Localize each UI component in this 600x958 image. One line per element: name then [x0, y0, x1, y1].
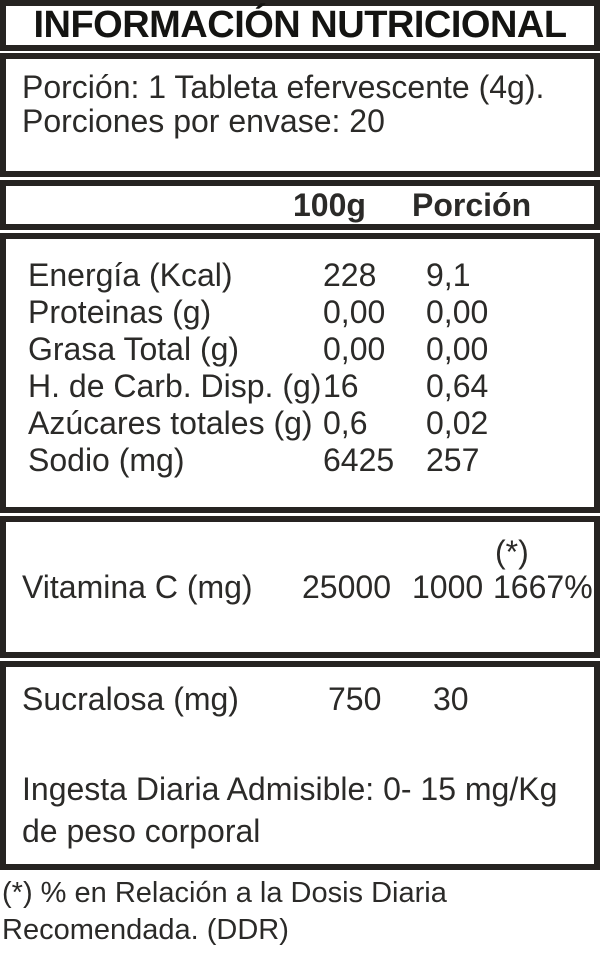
table-row-sodio: Sodio (mg) 6425 257	[28, 442, 594, 479]
sucralosa-name: Sucralosa (mg)	[22, 681, 239, 717]
sweetener-box: Sucralosa (mg) 750 30 Ingesta Diaria Adm…	[0, 661, 600, 870]
column-header-box: 100g Porción	[0, 180, 600, 230]
nutrient-per-100g: 16	[323, 368, 359, 404]
nutrients-table: Energía (Kcal) 228 9,1 Proteinas (g) 0,0…	[0, 233, 600, 513]
sucralosa-per-100g: 750	[328, 681, 382, 717]
nutrient-per-portion: 0,00	[426, 331, 489, 367]
nutrient-name: H. de Carb. Disp. (g)	[28, 368, 322, 404]
ddr-footnote-line2: Recomendada. (DDR)	[2, 914, 289, 946]
vitamin-c-ddr-percent: 1667%	[493, 569, 593, 605]
nutrient-per-100g: 228	[323, 257, 377, 293]
sucralosa-per-portion: 30	[433, 681, 469, 717]
table-row-azucares: Azúcares totales (g) 0,6 0,02	[28, 405, 594, 442]
nutrient-name: Proteinas (g)	[28, 294, 212, 330]
vitamin-c-name: Vitamina C (mg)	[22, 569, 253, 605]
nutrient-name: Sodio (mg)	[28, 442, 185, 478]
serving-info-box: Porción: 1 Tableta efervescente (4g). Po…	[0, 53, 600, 177]
vitamin-c-box: Vitamina C (mg) 25000 1000 (*) 1667%	[0, 516, 600, 658]
nutrient-per-100g: 0,00	[323, 331, 386, 367]
nutrient-name: Grasa Total (g)	[28, 331, 240, 367]
servings-per-container-line: Porciones por envase: 20	[22, 103, 385, 139]
ddr-footnote: (*) % en Relación a la Dosis Diaria Reco…	[0, 875, 600, 949]
nutrient-name: Energía (Kcal)	[28, 257, 233, 293]
nutrient-per-portion: 0,00	[426, 294, 489, 330]
nutrient-name: Azúcares totales (g)	[28, 405, 313, 441]
ddr-asterisk-marker: (*)	[495, 534, 529, 570]
daily-intake-note: Ingesta Diaria Admisible: 0- 15 mg/Kg de…	[22, 768, 557, 852]
nutrient-per-100g: 0,00	[323, 294, 386, 330]
column-header-100g: 100g	[293, 187, 366, 223]
table-row-proteinas: Proteinas (g) 0,00 0,00	[28, 294, 594, 331]
table-row-energia: Energía (Kcal) 228 9,1	[28, 257, 594, 294]
nutrient-per-portion: 0,64	[426, 368, 489, 404]
ddr-footnote-line1: (*) % en Relación a la Dosis Diaria	[2, 877, 447, 909]
table-row-carbohidratos: H. de Carb. Disp. (g) 16 0,64	[28, 368, 594, 405]
vitamin-c-per-100g: 25000	[302, 569, 391, 605]
vitamin-c-per-portion: 1000	[412, 569, 484, 605]
serving-size-line: Porción: 1 Tableta efervescente (4g).	[22, 69, 545, 105]
column-header-portion: Porción	[412, 187, 532, 223]
label-title: INFORMACIÓN NUTRICIONAL	[33, 4, 567, 46]
nutrient-per-portion: 0,02	[426, 405, 489, 441]
nutrient-per-portion: 257	[426, 442, 480, 478]
daily-intake-line2: de peso corporal	[22, 813, 261, 849]
daily-intake-line1: Ingesta Diaria Admisible: 0- 15 mg/Kg	[22, 771, 558, 807]
table-row-grasa-total: Grasa Total (g) 0,00 0,00	[28, 331, 594, 368]
nutrient-per-100g: 6425	[323, 442, 395, 478]
nutrient-per-portion: 9,1	[426, 257, 471, 293]
nutrient-per-100g: 0,6	[323, 405, 368, 441]
label-title-box: INFORMACIÓN NUTRICIONAL	[0, 0, 600, 51]
